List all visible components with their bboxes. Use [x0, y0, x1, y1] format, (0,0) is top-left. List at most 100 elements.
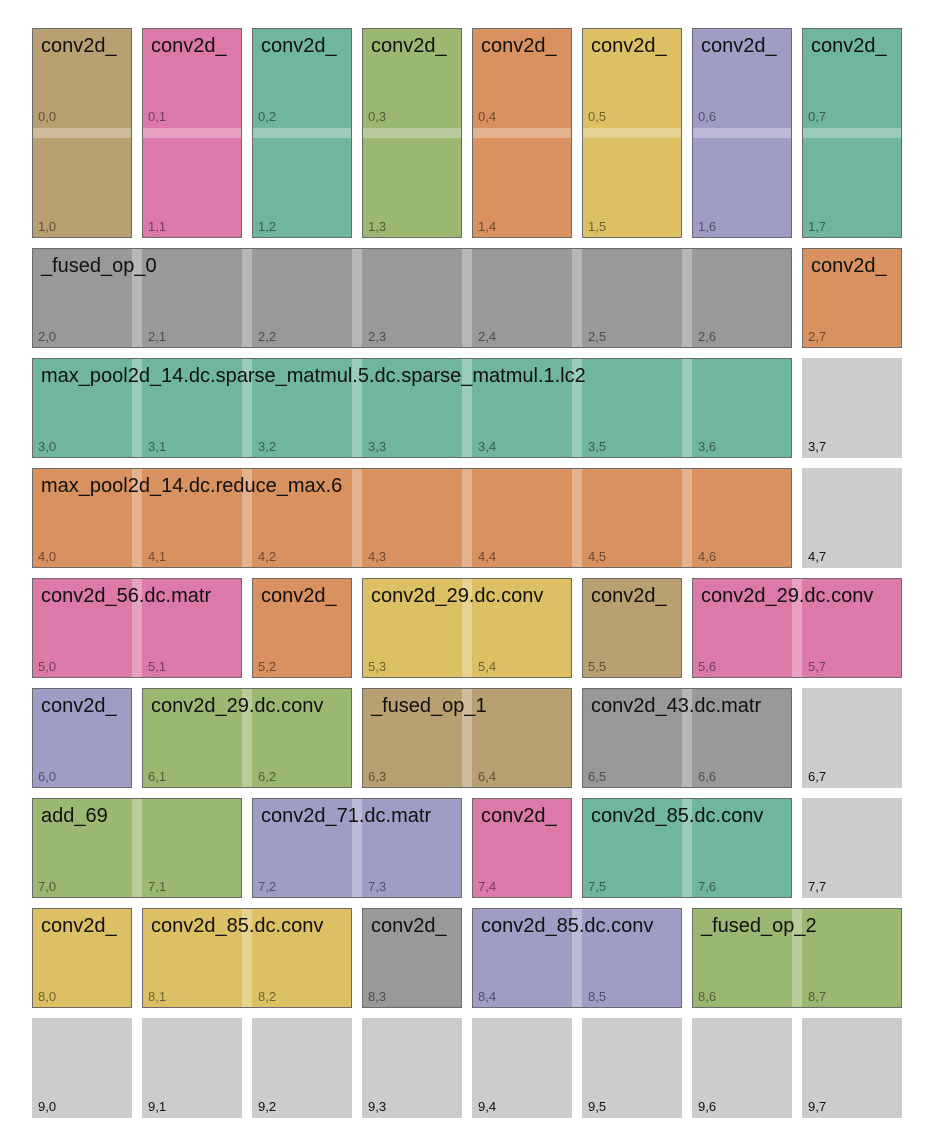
op-block[interactable]: _fused_op_1 — [362, 688, 572, 788]
op-label: _fused_op_0 — [41, 255, 157, 277]
op-label: conv2d_85.dc.conv — [591, 805, 764, 827]
gap-strip — [792, 579, 802, 677]
op-block[interactable]: max_pool2d_14.dc.reduce_max.6 — [32, 468, 792, 568]
gap-strip — [473, 128, 571, 138]
empty-core — [692, 1018, 792, 1118]
op-label: conv2d_ — [591, 585, 667, 607]
core-coord: 7,3 — [368, 879, 387, 894]
empty-core — [252, 1018, 352, 1118]
op-block[interactable]: conv2d_ — [802, 28, 902, 238]
core-coord: 2,1 — [148, 329, 167, 344]
op-label: conv2d_29.dc.conv — [151, 695, 324, 717]
op-block[interactable]: conv2d_ — [32, 908, 132, 1008]
core-coord: 5,7 — [808, 659, 827, 674]
core-coord: 4,2 — [258, 549, 277, 564]
op-block[interactable]: add_69 — [32, 798, 242, 898]
core-coord: 6,7 — [808, 769, 827, 784]
op-block[interactable]: conv2d_ — [142, 28, 242, 238]
op-label: conv2d_ — [261, 35, 337, 57]
core-coord: 5,6 — [698, 659, 717, 674]
core-coord: 8,1 — [148, 989, 167, 1004]
core-coord: 6,6 — [698, 769, 717, 784]
op-block[interactable]: conv2d_29.dc.conv — [692, 578, 902, 678]
core-coord: 6,5 — [588, 769, 607, 784]
op-block[interactable]: conv2d_ — [32, 28, 132, 238]
core-coord: 7,5 — [588, 879, 607, 894]
op-block[interactable]: _fused_op_0 — [32, 248, 792, 348]
core-coord: 8,5 — [588, 989, 607, 1004]
op-label: max_pool2d_14.dc.sparse_matmul.5.dc.spar… — [41, 365, 586, 387]
gap-strip — [693, 128, 791, 138]
op-label: _fused_op_2 — [701, 915, 817, 937]
op-block[interactable]: conv2d_71.dc.matr — [252, 798, 462, 898]
op-block[interactable]: conv2d_56.dc.matr — [32, 578, 242, 678]
op-block[interactable]: conv2d_43.dc.matr — [582, 688, 792, 788]
core-coord: 7,6 — [698, 879, 717, 894]
empty-core — [362, 1018, 462, 1118]
gap-strip — [242, 249, 252, 347]
core-coord: 3,0 — [38, 439, 57, 454]
core-coord: 6,3 — [368, 769, 387, 784]
core-coord: 5,5 — [588, 659, 607, 674]
op-block[interactable]: conv2d_ — [472, 798, 572, 898]
op-block[interactable]: max_pool2d_14.dc.sparse_matmul.5.dc.spar… — [32, 358, 792, 458]
gap-strip — [462, 689, 472, 787]
op-block[interactable]: conv2d_29.dc.conv — [362, 578, 572, 678]
core-coord: 3,2 — [258, 439, 277, 454]
core-coord: 5,3 — [368, 659, 387, 674]
core-coord: 3,7 — [808, 439, 827, 454]
op-block[interactable]: conv2d_85.dc.conv — [142, 908, 352, 1008]
op-block[interactable]: conv2d_29.dc.conv — [142, 688, 352, 788]
gap-strip — [792, 909, 802, 1007]
core-coord: 4,7 — [808, 549, 827, 564]
op-block[interactable]: conv2d_ — [362, 28, 462, 238]
empty-core — [802, 1018, 902, 1118]
op-block[interactable]: conv2d_ — [252, 578, 352, 678]
gap-strip — [132, 469, 142, 567]
empty-core — [802, 468, 902, 568]
core-coord: 9,0 — [38, 1099, 57, 1114]
gap-strip — [572, 359, 582, 457]
op-label: _fused_op_1 — [371, 695, 487, 717]
gap-strip — [242, 909, 252, 1007]
op-label: conv2d_ — [481, 35, 557, 57]
empty-core — [802, 688, 902, 788]
op-block[interactable]: conv2d_ — [252, 28, 352, 238]
core-coord: 0,2 — [258, 109, 277, 124]
op-block[interactable]: _fused_op_2 — [692, 908, 902, 1008]
gap-strip — [462, 359, 472, 457]
op-label: conv2d_85.dc.conv — [151, 915, 324, 937]
core-coord: 4,4 — [478, 549, 497, 564]
op-label: conv2d_ — [481, 805, 557, 827]
core-coord: 6,1 — [148, 769, 167, 784]
gap-strip — [132, 799, 142, 897]
core-coord: 6,2 — [258, 769, 277, 784]
op-block[interactable]: conv2d_85.dc.conv — [582, 798, 792, 898]
core-coord: 1,6 — [698, 219, 717, 234]
gap-strip — [132, 249, 142, 347]
core-coord: 2,3 — [368, 329, 387, 344]
op-block[interactable]: conv2d_ — [802, 248, 902, 348]
op-block[interactable]: conv2d_ — [472, 28, 572, 238]
op-label: conv2d_ — [591, 35, 667, 57]
core-coord: 9,3 — [368, 1099, 387, 1114]
op-block[interactable]: conv2d_ — [32, 688, 132, 788]
op-block[interactable]: conv2d_ — [692, 28, 792, 238]
op-block[interactable]: conv2d_ — [362, 908, 462, 1008]
gap-strip — [242, 359, 252, 457]
core-coord: 2,5 — [588, 329, 607, 344]
op-label: conv2d_ — [41, 35, 117, 57]
core-coord: 0,0 — [38, 109, 57, 124]
core-coord: 8,4 — [478, 989, 497, 1004]
core-coord: 7,0 — [38, 879, 57, 894]
gap-strip — [253, 128, 351, 138]
op-block[interactable]: conv2d_ — [582, 578, 682, 678]
gap-strip — [352, 249, 362, 347]
core-coord: 7,4 — [478, 879, 497, 894]
op-block[interactable]: conv2d_ — [582, 28, 682, 238]
gap-strip — [462, 469, 472, 567]
op-block[interactable]: conv2d_85.dc.conv — [472, 908, 682, 1008]
core-coord: 2,7 — [808, 329, 827, 344]
core-coord: 1,0 — [38, 219, 57, 234]
core-coord: 8,7 — [808, 989, 827, 1004]
